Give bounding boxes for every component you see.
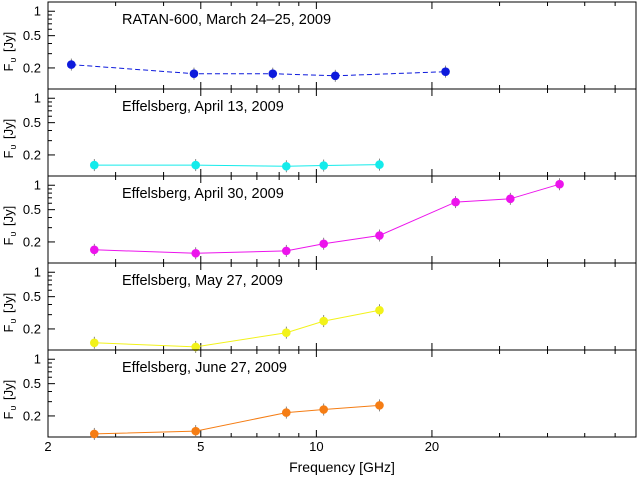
panel-5-ytick-label: 0.5 bbox=[23, 376, 41, 391]
panel-3-y-axis-label: Fυ [Jy] bbox=[1, 206, 18, 246]
panel-5-frame bbox=[47, 349, 637, 438]
x-axis-label: Frequency [GHz] bbox=[289, 459, 395, 475]
panel-2-data-point bbox=[319, 161, 329, 170]
panel-3-ytick-label: 0.5 bbox=[23, 202, 41, 217]
panel-1-title: RATAN-600, March 24–25, 2009 bbox=[122, 12, 331, 28]
panel-5-title: Effelsberg, June 27, 2009 bbox=[122, 360, 287, 376]
panel-5-data-point bbox=[89, 429, 99, 439]
panel-5-ytick-label: 1 bbox=[34, 352, 41, 367]
panel-1-data-point bbox=[189, 69, 199, 78]
panel-5-data-point bbox=[319, 405, 329, 414]
panel-3-data-point bbox=[375, 231, 384, 240]
panel-5-series-line bbox=[94, 404, 380, 435]
panel-5-data-point bbox=[281, 408, 291, 417]
panel-4-data-point bbox=[89, 338, 99, 348]
panel-1-data-point bbox=[441, 67, 450, 76]
panel-1-ytick-label: 0.2 bbox=[23, 60, 41, 75]
panel-2-series-line bbox=[94, 164, 380, 167]
panel-3-ytick-label: 0.2 bbox=[23, 234, 41, 249]
panel-2-data-point bbox=[191, 160, 201, 170]
panel-3-data-point bbox=[191, 248, 201, 258]
x-tick-label-5: 5 bbox=[197, 439, 204, 454]
panel-4-data-point bbox=[319, 316, 329, 326]
panel-4-data-point bbox=[375, 305, 384, 315]
panel-1-series-line bbox=[71, 64, 446, 77]
panel-3-ytick-label: 1 bbox=[34, 178, 41, 193]
panel-4-ytick-label: 0.5 bbox=[23, 289, 41, 304]
panel-5-data-point bbox=[191, 426, 201, 436]
panel-4-data-point bbox=[191, 342, 201, 352]
panel-3-data-point bbox=[281, 246, 291, 256]
x-tick-label-20: 20 bbox=[425, 439, 439, 454]
panel-3-title: Effelsberg, April 30, 2009 bbox=[122, 186, 284, 202]
panel-2-data-point bbox=[89, 160, 99, 170]
panel-4-y-axis-label: Fυ [Jy] bbox=[1, 293, 18, 333]
panel-5-y-axis-label: Fυ [Jy] bbox=[1, 380, 18, 420]
panel-4-data-point bbox=[281, 328, 291, 337]
panel-3-data-point bbox=[451, 197, 460, 207]
panel-4-ytick-label: 0.2 bbox=[23, 321, 41, 336]
panel-1-ytick-label: 0.5 bbox=[23, 28, 41, 43]
panel-2-y-axis-label: Fυ [Jy] bbox=[1, 119, 18, 159]
panel-3-data-point bbox=[89, 245, 99, 255]
x-tick-label-10: 10 bbox=[309, 439, 323, 454]
panel-1-data-point bbox=[330, 71, 340, 81]
panel-3-data-point bbox=[555, 179, 564, 189]
panel-2-ytick-label: 0.2 bbox=[23, 147, 41, 162]
panel-1-y-axis-label: Fυ [Jy] bbox=[1, 32, 18, 72]
panel-3-data-point bbox=[319, 239, 329, 249]
panel-5-ytick-label: 0.2 bbox=[23, 408, 41, 423]
panel-3-data-point bbox=[506, 194, 515, 204]
panel-4-title: Effelsberg, May 27, 2009 bbox=[122, 273, 283, 289]
panel-2-ytick-label: 0.5 bbox=[23, 115, 41, 130]
x-tick-label-2: 2 bbox=[44, 439, 51, 454]
panel-1-ytick-label: 1 bbox=[34, 4, 41, 19]
panel-2-title: Effelsberg, April 13, 2009 bbox=[122, 99, 284, 115]
panel-1-data-point bbox=[268, 69, 278, 78]
panel-4-ytick-label: 1 bbox=[34, 265, 41, 280]
panel-3-series-line bbox=[94, 183, 560, 254]
panel-4-series-line bbox=[94, 309, 380, 348]
panel-1-data-point bbox=[67, 60, 76, 69]
panel-2-ytick-label: 1 bbox=[34, 91, 41, 106]
panels-group: 1 0.5 0.2 Fυ [Jy] RATAN-600, March 24–25, 20… bbox=[1, 1, 637, 454]
panel-2-data-point bbox=[375, 160, 384, 169]
panel-2-data-point bbox=[281, 161, 291, 171]
panel-5-data-point bbox=[375, 401, 384, 410]
